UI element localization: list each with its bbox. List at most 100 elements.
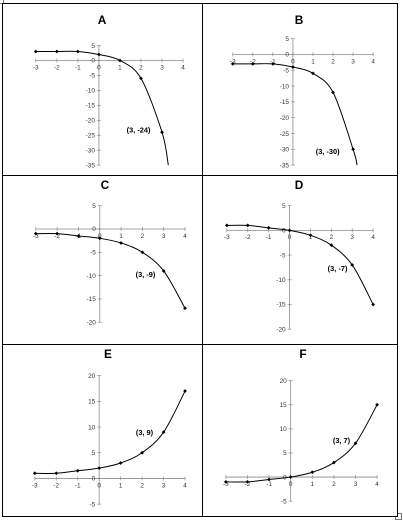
y-tick-label: -20	[87, 320, 97, 327]
y-tick-label: -5	[90, 250, 96, 257]
chart-panel-f: F 20 15 10 5 0 -5 -3 -2 -1 0 1 2 3 4 (3, 7)	[202, 344, 398, 517]
x-tick-label: 1	[119, 482, 123, 489]
x-tick-label: 4	[371, 58, 375, 65]
x-tick-label: 3	[160, 64, 164, 71]
y-tick-label: -15	[86, 103, 96, 110]
y-tick-label: -10	[280, 83, 290, 90]
y-tick-label: 15	[88, 399, 96, 406]
y-tick-label: 0	[92, 476, 96, 483]
series-line	[34, 390, 186, 474]
point-annotation: (3, 9)	[136, 428, 154, 437]
chart-panel-d: D 5 0 -5 -10 -15 -20 -3 -2 -1 0 1 2 3 4 (3, -7)	[202, 175, 398, 345]
y-tick-label: -5	[283, 67, 289, 74]
x-tick-label: 2	[330, 234, 334, 241]
data-point	[97, 236, 102, 241]
y-tick-label: -5	[90, 501, 96, 508]
x-tick-label: 1	[311, 58, 315, 65]
data-point	[250, 62, 255, 66]
y-tick-label: 5	[285, 36, 289, 43]
data-point	[97, 466, 102, 471]
y-tick-label: 0	[282, 228, 286, 235]
y-tick-label: -25	[86, 132, 96, 139]
y-tick-label: 5	[282, 203, 286, 210]
x-tick-label: 4	[183, 482, 187, 489]
data-point	[224, 223, 229, 228]
data-point	[183, 389, 187, 393]
chart-svg: E 20 15 10 5 0 -5 -3 -2 -1 0 1 2 3 4 (3, 9)	[32, 347, 187, 509]
chart-title: B	[295, 13, 304, 27]
data-point	[266, 226, 271, 230]
data-point	[54, 471, 59, 476]
data-point	[353, 441, 358, 446]
data-point	[97, 52, 101, 57]
chart-svg: B50-5-10-15-20-25-30-35-3 -2 -1 0 1 2 3 4(3, -3…	[230, 13, 375, 170]
y-tick-label: -25	[280, 131, 290, 138]
x-tick-label: 4	[181, 64, 185, 71]
point-annotation: (3, -7)	[328, 264, 348, 273]
x-tick-label: -1	[270, 58, 276, 65]
data-point	[245, 480, 250, 484]
x-tick-label: -1	[266, 481, 272, 488]
data-point	[308, 233, 313, 238]
data-point	[223, 480, 228, 484]
x-tick-label: 4	[183, 233, 187, 240]
series-line	[225, 404, 378, 483]
x-tick-label: -1	[75, 64, 81, 71]
data-point	[245, 223, 250, 228]
data-point	[139, 76, 143, 81]
data-point	[140, 450, 144, 455]
data-point	[119, 241, 123, 245]
x-tick-label: -2	[245, 234, 251, 241]
y-tick-label: 10	[280, 426, 288, 433]
x-tick-label: 4	[375, 481, 379, 488]
y-tick-label: -30	[280, 147, 290, 154]
y-tick-label: -5	[281, 498, 287, 505]
y-tick-label: 10	[88, 424, 96, 431]
data-point	[161, 430, 166, 435]
x-tick-label: -2	[250, 58, 256, 65]
data-point	[118, 461, 123, 465]
data-point	[76, 234, 81, 238]
data-point	[332, 460, 336, 465]
y-tick-label: -20	[86, 118, 96, 125]
data-point	[271, 62, 275, 66]
y-tick-label: -5	[280, 252, 286, 259]
chart-panel-a: A 5 0 -5 -10 -15 -20 -25 -30 -35 -3 -2 -1 0 1 2 3 4 (3, -2…	[2, 3, 203, 176]
chart-svg: D50-5-10-15-20-3 -2 -1 0 1 2 3 4(3, -7)	[224, 178, 375, 334]
data-point	[267, 477, 271, 482]
x-tick-label: 0	[289, 481, 293, 488]
y-tick-label: 5	[283, 450, 287, 457]
y-tick-label: -20	[276, 326, 286, 333]
x-tick-label: 3	[354, 481, 358, 488]
chart-title: F	[299, 347, 306, 361]
x-tick-label: -1	[266, 234, 272, 241]
data-point	[33, 49, 38, 54]
y-tick-label: 5	[92, 203, 96, 210]
chart-title: E	[104, 347, 112, 361]
y-tick-label: 5	[91, 43, 95, 50]
data-point	[291, 65, 295, 69]
y-tick-label: 20	[280, 378, 288, 385]
x-tick-label: -3	[32, 482, 38, 489]
data-point	[55, 231, 59, 236]
point-annotation: (3, -30)	[316, 147, 340, 156]
x-tick-label: -2	[53, 482, 59, 489]
chart-panel-e: E 20 15 10 5 0 -5 -3 -2 -1 0 1 2 3 4 (3, 9)	[2, 344, 203, 517]
x-tick-label: 1	[310, 481, 314, 488]
x-tick-label: 2	[331, 58, 335, 65]
x-tick-label: -3	[224, 234, 230, 241]
point-annotation: (3, 7)	[333, 436, 351, 445]
series-line	[35, 232, 186, 309]
data-point	[160, 130, 164, 135]
x-tick-label: 2	[332, 481, 336, 488]
x-tick-label: -3	[223, 481, 229, 488]
data-point	[311, 71, 315, 76]
y-tick-label: -15	[280, 99, 290, 106]
y-tick-label: -30	[86, 147, 96, 154]
x-tick-label: -1	[75, 482, 81, 489]
y-tick-label: -20	[280, 115, 290, 122]
data-point	[183, 306, 187, 311]
y-tick-label: 0	[92, 226, 96, 233]
data-point	[140, 250, 145, 255]
